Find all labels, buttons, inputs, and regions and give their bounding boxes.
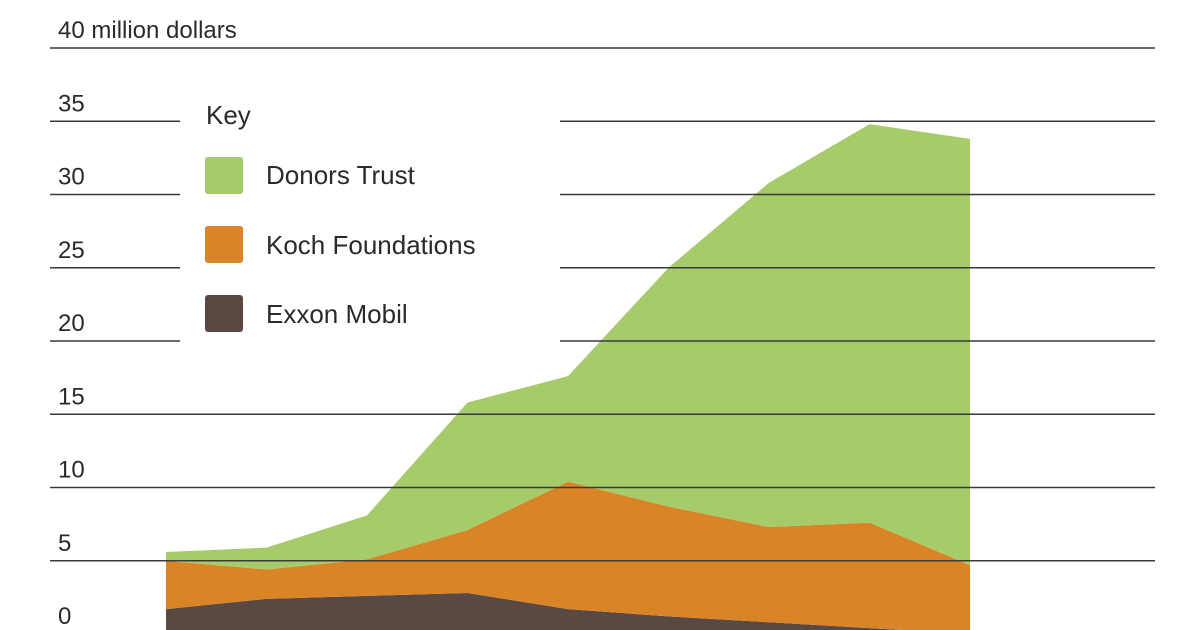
legend-swatch-exxon-mobil <box>205 295 243 332</box>
y-tick-label-0: 0 <box>58 603 71 630</box>
y-tick-label-15: 15 <box>58 383 85 410</box>
legend-label-exxon-mobil: Exxon Mobil <box>266 299 408 329</box>
legend-background <box>180 88 560 358</box>
legend-swatch-donors-trust <box>205 157 243 194</box>
y-tick-labels: 0 5 10 15 20 25 30 35 40 million dollars <box>58 17 237 630</box>
y-tick-label-40: 40 million dollars <box>58 17 237 44</box>
legend-label-koch-foundations: Koch Foundations <box>266 230 476 260</box>
legend-title: Key <box>206 100 251 130</box>
y-tick-label-5: 5 <box>58 530 71 557</box>
y-tick-label-20: 20 <box>58 310 85 337</box>
area-layer <box>166 124 970 630</box>
legend-label-donors-trust: Donors Trust <box>266 160 416 190</box>
legend-swatch-koch-foundations <box>205 226 243 263</box>
y-tick-label-25: 25 <box>58 237 85 264</box>
y-tick-label-35: 35 <box>58 90 85 117</box>
y-tick-label-30: 30 <box>58 164 85 191</box>
y-tick-label-10: 10 <box>58 457 85 484</box>
area-exxon-mobil <box>166 592 902 630</box>
legend: Key Donors Trust Koch Foundations Exxon … <box>180 88 560 358</box>
area-donors-trust <box>166 124 970 570</box>
area-koch-foundations <box>166 481 970 630</box>
